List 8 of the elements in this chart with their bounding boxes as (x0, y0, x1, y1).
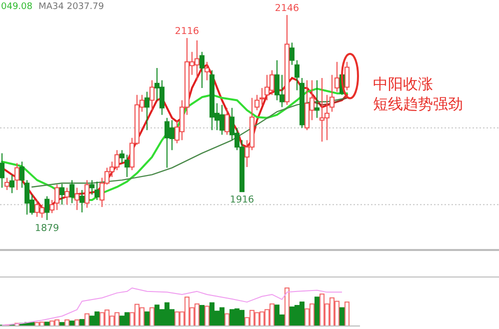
text: 中阳收涨 (373, 75, 433, 93)
annotation: 2146 (274, 3, 300, 14)
text: 049.08 (1, 2, 33, 12)
annotation: 1916 (230, 194, 254, 206)
annotation: 2116 (174, 26, 200, 38)
text: MA34 2037.79 (38, 2, 104, 12)
text: 短线趋势强劲 (373, 95, 463, 113)
annotation: 1879 (34, 223, 60, 234)
